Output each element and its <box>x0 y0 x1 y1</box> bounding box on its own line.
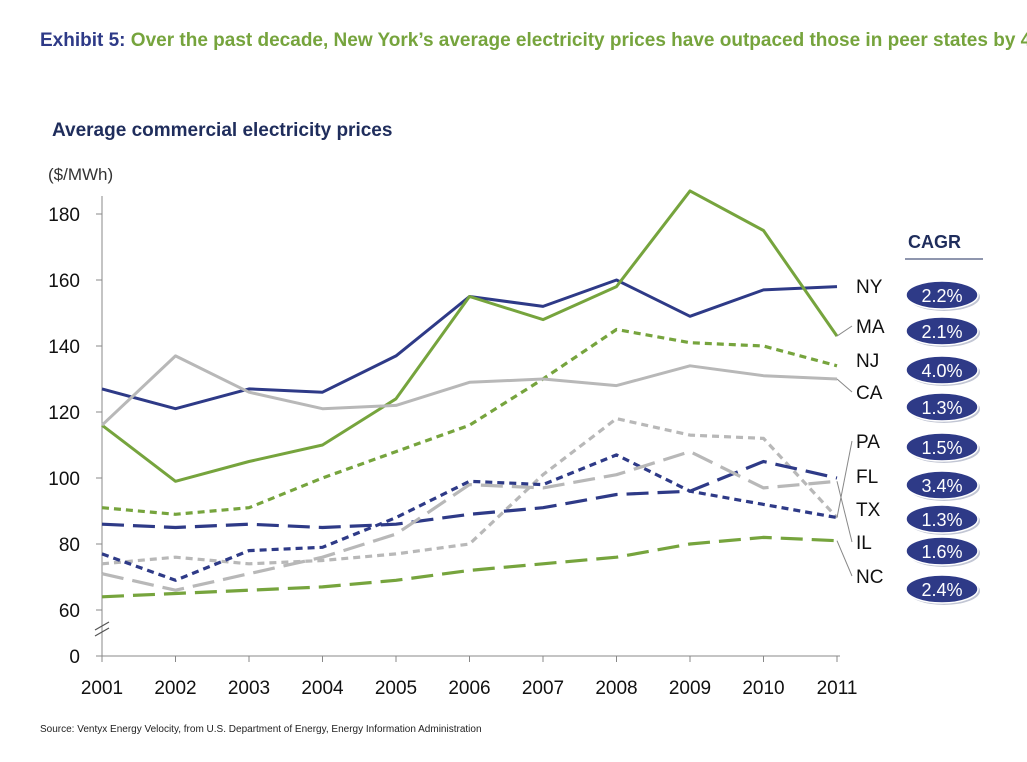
cagr-value-ca: 1.3% <box>921 398 962 418</box>
series-label-ca: CA <box>856 383 883 404</box>
leader-line <box>836 481 853 543</box>
cagr-panel: CAGR 2.2% 2.1% 4.0% 1.3% 1.5% 3.4% 1.3% 1.6% 2.4% <box>905 232 983 605</box>
series-label-tx: TX <box>856 500 881 521</box>
series-label-nj: NJ <box>856 351 879 372</box>
cagr-value-ma: 2.1% <box>921 322 962 342</box>
x-tick-label: 2010 <box>742 678 784 699</box>
cagr-header: CAGR <box>908 232 961 252</box>
series-label-fl: FL <box>856 467 878 488</box>
leader-line <box>836 440 853 518</box>
axes: ($/MWh) 0 60 80 100 120 140 160 180 2001 2002 2003 2… <box>48 165 857 699</box>
exhibit-headline: Over the past decade, New York’s average… <box>130 30 1027 51</box>
cagr-badge <box>905 574 979 604</box>
series-label-il: IL <box>856 533 872 554</box>
y-tick-label: 120 <box>48 403 80 424</box>
leader-line <box>836 378 853 393</box>
cagr-value-nj: 4.0% <box>921 361 962 381</box>
cagr-badge <box>905 432 979 462</box>
x-tick-label: 2006 <box>448 678 490 699</box>
series-label-ny: NY <box>856 277 883 298</box>
axis-break-mark <box>94 627 110 637</box>
y-tick-label: 180 <box>48 205 80 226</box>
series-line-tx <box>101 453 838 582</box>
cagr-badge <box>905 470 979 500</box>
cagr-value-fl: 3.4% <box>921 476 962 496</box>
series-line-pa <box>101 417 839 566</box>
exhibit-header: Exhibit 5: Over the past decade, New Yor… <box>40 30 1027 52</box>
x-tick-label: 2003 <box>228 678 270 699</box>
series-labels: NY MA NJ CA PA FL TX IL NC <box>836 277 885 588</box>
y-tick-label: 0 <box>69 647 80 668</box>
source-note: Source: Ventyx Energy Velocity, from U.S… <box>40 724 482 735</box>
x-tick-label: 2011 <box>817 678 858 699</box>
cagr-badge <box>905 392 979 422</box>
cagr-badge <box>905 316 979 346</box>
series-line-nc <box>101 535 838 599</box>
y-tick-label: 60 <box>59 601 80 622</box>
series-lines <box>100 189 839 599</box>
y-tick-label: 80 <box>59 535 80 556</box>
series-line-ma <box>101 189 839 483</box>
x-tick-label: 2004 <box>301 678 344 699</box>
axis-break-mark <box>94 621 110 631</box>
x-tick-label: 2009 <box>669 678 711 699</box>
y-tick-label: 140 <box>48 337 80 358</box>
y-tick-label: 160 <box>48 271 80 292</box>
cagr-value-nc: 2.4% <box>921 580 962 600</box>
x-tick-label: 2002 <box>154 678 196 699</box>
cagr-value-tx: 1.3% <box>921 510 962 530</box>
leader-line <box>836 540 853 577</box>
cagr-value-il: 1.6% <box>921 542 962 562</box>
series-line-ny <box>101 278 838 411</box>
series-line-nj <box>101 327 838 516</box>
series-label-ma: MA <box>856 317 885 338</box>
series-line-ca <box>100 354 838 427</box>
series-line-il <box>101 450 838 592</box>
chart-title: Average commercial electricity prices <box>52 120 393 141</box>
x-tick-label: 2008 <box>595 678 637 699</box>
y-tick-label: 100 <box>48 469 80 490</box>
series-label-pa: PA <box>856 432 880 453</box>
exhibit-label: Exhibit 5: <box>40 30 126 51</box>
cagr-value-pa: 1.5% <box>921 438 962 458</box>
cagr-badge <box>905 504 979 534</box>
series-label-nc: NC <box>856 567 883 588</box>
y-axis-label: ($/MWh) <box>48 165 113 184</box>
leader-line <box>836 325 853 337</box>
cagr-badge <box>905 536 979 566</box>
x-tick-label: 2005 <box>375 678 417 699</box>
cagr-badge <box>905 355 979 385</box>
cagr-value-ny: 2.2% <box>921 286 962 306</box>
x-tick-label: 2007 <box>522 678 564 699</box>
x-tick-label: 2001 <box>81 678 123 699</box>
cagr-badge <box>905 280 979 310</box>
